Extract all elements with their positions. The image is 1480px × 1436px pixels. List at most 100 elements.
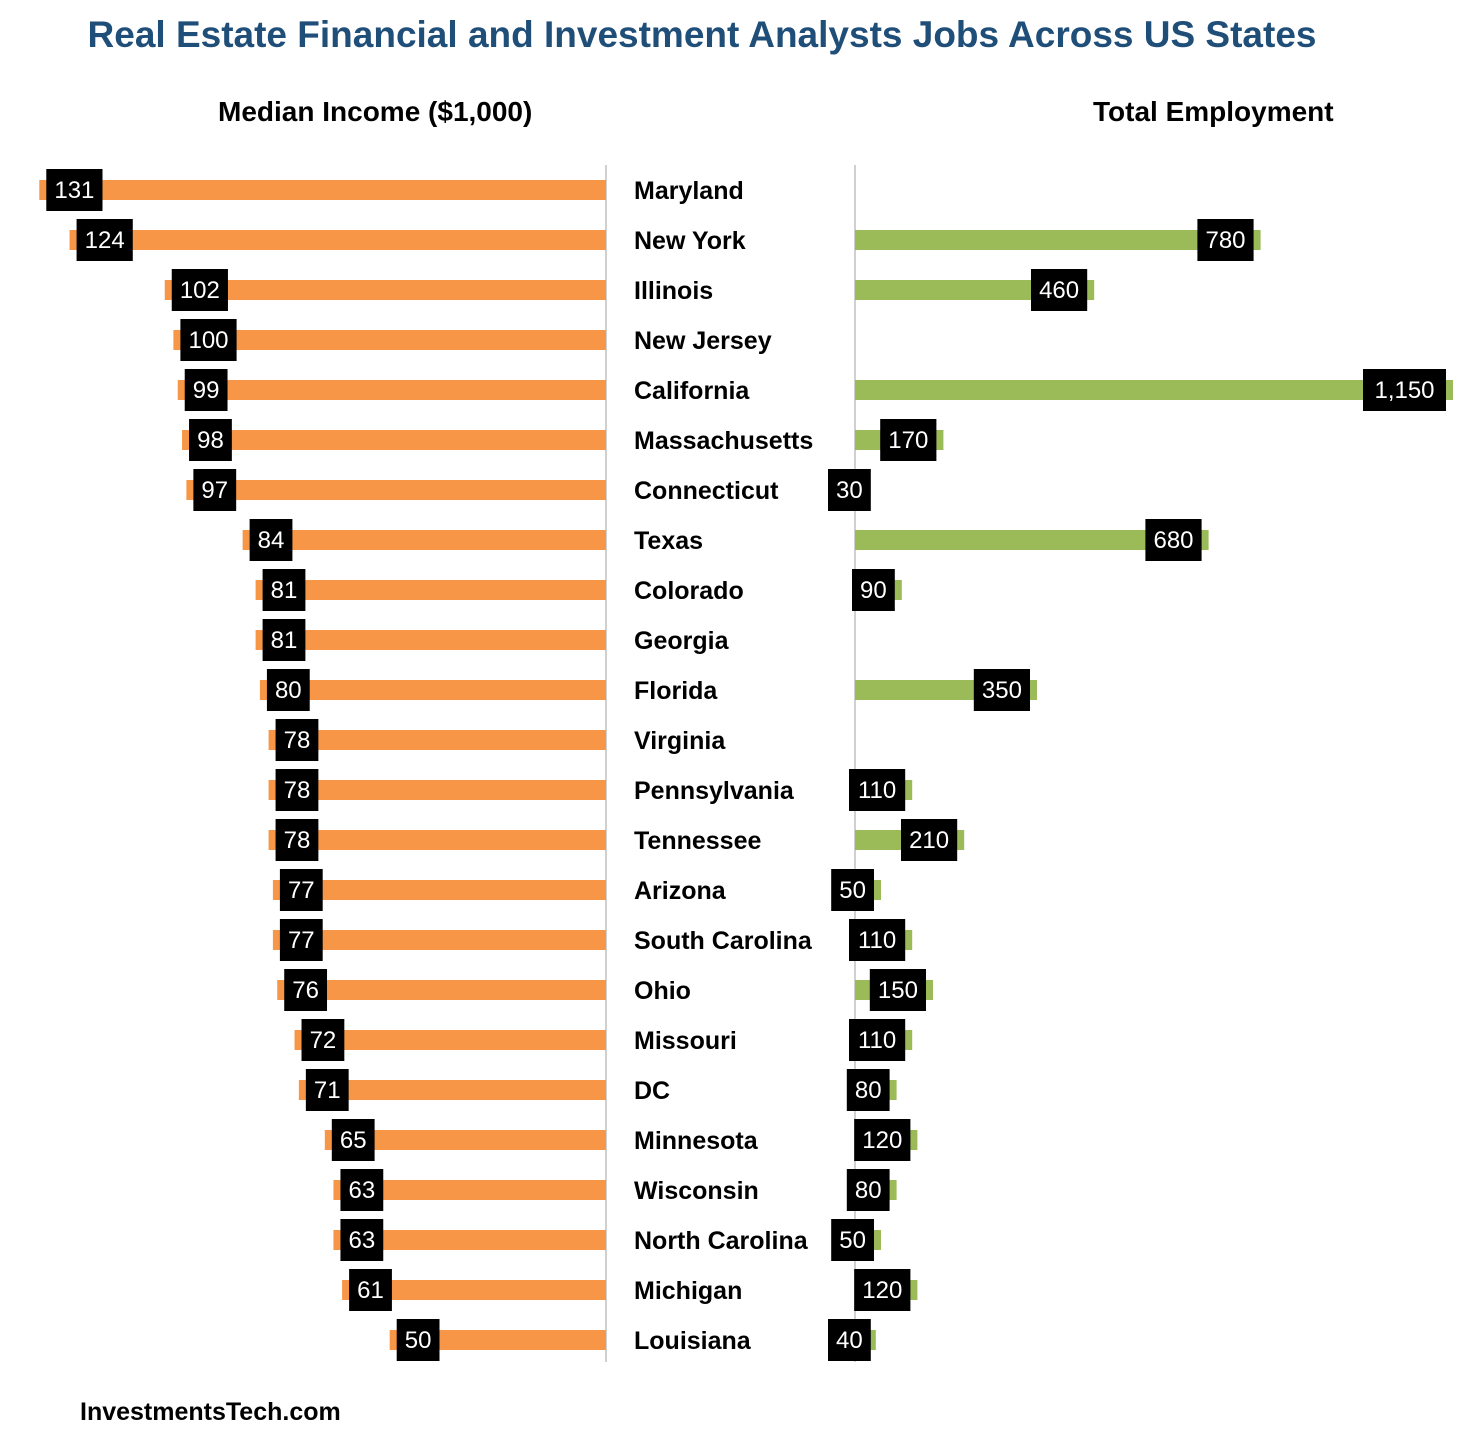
employment-data-label: 150	[878, 977, 918, 1004]
employment-data-label: 210	[909, 827, 949, 854]
income-bar	[272, 930, 606, 950]
income-data-label: 81	[271, 627, 298, 654]
income-data-label: 77	[288, 877, 315, 904]
state-label: Massachusetts	[634, 427, 813, 455]
state-label: Michigan	[634, 1277, 742, 1305]
income-bar	[182, 430, 606, 450]
employment-data-label-box	[852, 569, 895, 611]
income-data-label: 78	[284, 777, 311, 804]
income-data-label-box	[275, 769, 319, 811]
income-data-label-box	[279, 869, 323, 911]
income-bar	[39, 180, 606, 200]
employment-data-label-box	[1197, 219, 1254, 261]
employment-data-label: 350	[982, 677, 1022, 704]
income-data-label: 65	[340, 1127, 367, 1154]
chart-marks: Maryland 131 New York 124 780 Illinois 102 460 N…	[39, 169, 1453, 1361]
employment-data-label: 1,150	[1374, 377, 1434, 404]
income-data-label-box	[193, 469, 237, 511]
employment-data-label: 90	[860, 577, 887, 604]
state-label: Connecticut	[634, 477, 779, 505]
income-data-label-box	[184, 369, 228, 411]
state-label: Georgia	[634, 627, 730, 655]
state-label: North Carolina	[634, 1227, 809, 1255]
income-bar	[186, 480, 607, 500]
employment-data-label-box	[831, 1219, 874, 1261]
employment-data-label: 80	[855, 1077, 882, 1104]
employment-data-label: 460	[1039, 277, 1079, 304]
state-label: Minnesota	[634, 1127, 759, 1155]
income-data-label-box	[284, 969, 328, 1011]
income-bar	[69, 230, 607, 250]
state-label: Tennessee	[634, 827, 761, 855]
income-data-label-box	[189, 419, 232, 461]
state-label: Colorado	[634, 577, 744, 605]
income-bar	[164, 280, 607, 300]
state-label: Texas	[634, 527, 703, 555]
employment-data-label-box	[973, 669, 1030, 711]
income-data-label: 61	[357, 1277, 384, 1304]
income-data-label: 97	[201, 477, 228, 504]
employment-data-label: 780	[1205, 227, 1245, 254]
income-bar	[333, 1230, 606, 1250]
employment-data-label-box	[1363, 369, 1446, 411]
income-data-label: 78	[284, 727, 311, 754]
income-bar	[389, 1330, 606, 1350]
income-data-label-box	[262, 569, 306, 611]
income-bar	[173, 330, 606, 350]
source-credit: InvestmentsTech.com	[80, 1398, 341, 1426]
employment-data-label: 110	[858, 777, 896, 804]
state-label: Virginia	[634, 727, 726, 755]
state-label: Maryland	[634, 177, 744, 205]
employment-data-label-box	[854, 1119, 911, 1161]
income-data-label-box	[340, 1219, 384, 1261]
state-label: Pennsylvania	[634, 777, 795, 805]
income-data-label-box	[331, 1119, 375, 1161]
state-label: Illinois	[634, 277, 713, 305]
income-data-label-box	[340, 1169, 384, 1211]
income-data-label-box	[76, 219, 133, 261]
employment-data-label-box	[846, 1169, 890, 1211]
income-data-label: 63	[349, 1177, 376, 1204]
income-data-label-box	[249, 519, 293, 561]
employment-data-label-box	[849, 1019, 906, 1061]
income-data-label: 77	[288, 927, 315, 954]
income-data-label-box	[301, 1019, 345, 1061]
employment-data-label: 50	[839, 877, 866, 904]
employment-data-label-box	[828, 469, 871, 511]
income-data-label-box	[262, 619, 306, 661]
employment-data-label: 110	[858, 1027, 896, 1054]
employment-data-label-box	[880, 419, 937, 461]
income-bar	[268, 780, 606, 800]
state-label: California	[634, 377, 750, 405]
employment-data-label-box	[854, 1269, 911, 1311]
income-data-label: 63	[349, 1227, 376, 1254]
employment-data-label: 170	[888, 427, 928, 454]
income-panel-title: Median Income ($1,000)	[218, 96, 533, 127]
employment-data-label-box	[849, 769, 906, 811]
employment-data-label-box	[831, 869, 874, 911]
state-label: New Jersey	[634, 327, 772, 355]
employment-bar	[855, 380, 1453, 400]
employment-bar	[855, 230, 1261, 250]
state-label: Florida	[634, 677, 718, 705]
income-bar	[255, 580, 606, 600]
income-data-label: 78	[284, 827, 311, 854]
employment-bar	[855, 530, 1209, 550]
income-data-label-box	[171, 269, 228, 311]
employment-data-label: 120	[862, 1277, 902, 1304]
employment-data-label: 120	[862, 1127, 902, 1154]
chart-title: Real Estate Financial and Investment Ana…	[87, 14, 1317, 55]
income-data-label: 131	[54, 177, 94, 204]
employment-data-label: 40	[836, 1327, 863, 1354]
income-data-label: 50	[405, 1327, 432, 1354]
employment-data-label: 50	[839, 1227, 866, 1254]
state-label: New York	[634, 227, 746, 255]
income-bar	[242, 530, 606, 550]
income-data-label: 124	[85, 227, 125, 254]
employment-data-label-box	[1031, 269, 1088, 311]
employment-panel-title: Total Employment	[1093, 96, 1334, 127]
income-data-label-box	[275, 819, 319, 861]
employment-data-label-box	[849, 919, 906, 961]
income-data-label-box	[266, 669, 310, 711]
